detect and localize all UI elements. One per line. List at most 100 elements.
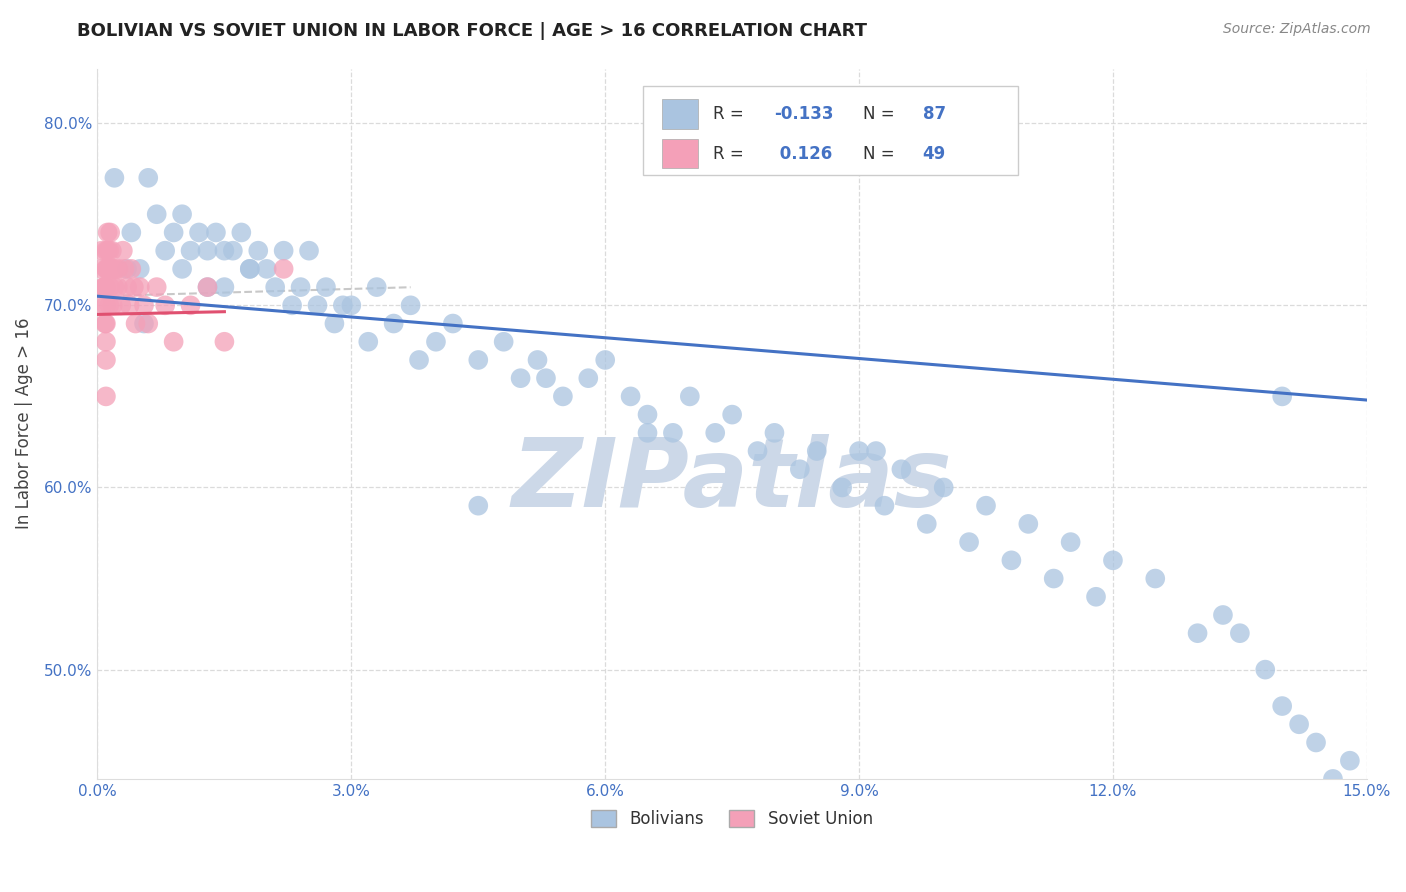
Point [107,280,129,294]
Point [90,261,112,276]
Point [118,298,141,312]
Point [637,425,659,440]
Point [98,244,121,258]
Y-axis label: In Labor Force | Age > 16: In Labor Force | Age > 16 [15,318,32,530]
Point [576,371,599,385]
Point [620,389,643,403]
Point [1144,572,1167,586]
Point [340,298,363,312]
Point [509,371,531,385]
Point [399,298,422,312]
Point [180,298,202,312]
Point [107,261,129,276]
FancyBboxPatch shape [644,87,1018,175]
Point [890,462,912,476]
Point [103,261,125,276]
Point [551,389,574,403]
Legend: Bolivians, Soviet Union: Bolivians, Soviet Union [585,803,880,835]
Point [120,261,142,276]
Point [239,261,262,276]
Point [94,280,117,294]
Point [1000,553,1022,567]
Point [93,280,115,294]
Point [96,261,118,276]
Point [153,298,176,312]
Point [526,353,548,368]
Point [323,317,346,331]
Text: R =: R = [713,105,749,123]
Point [593,353,616,368]
Text: 87: 87 [922,105,946,123]
Point [915,516,938,531]
Text: BOLIVIAN VS SOVIET UNION IN LABOR FORCE | AGE > 16 CORRELATION CHART: BOLIVIAN VS SOVIET UNION IN LABOR FORCE … [77,22,868,40]
Point [747,444,769,458]
Point [94,298,117,312]
Point [1017,516,1039,531]
Point [94,244,117,258]
Point [128,280,150,294]
Point [94,317,117,331]
Point [467,499,489,513]
Point [290,280,312,294]
FancyBboxPatch shape [662,99,697,129]
Point [94,389,117,403]
Point [172,261,194,276]
Text: 49: 49 [922,145,946,162]
Point [115,280,138,294]
Point [231,226,253,240]
Point [789,462,811,476]
Point [721,408,744,422]
Point [425,334,447,349]
Point [957,535,980,549]
Point [315,280,337,294]
Point [865,444,887,458]
Point [1271,699,1294,714]
Point [1305,735,1327,749]
Text: N =: N = [863,145,900,162]
Point [172,207,194,221]
Point [101,298,124,312]
Point [974,499,997,513]
Point [98,226,121,240]
Point [115,261,138,276]
Point [273,244,295,258]
Point [298,244,321,258]
Point [214,280,236,294]
Point [111,244,134,258]
Point [110,298,132,312]
Point [197,280,219,294]
Point [806,444,828,458]
Point [132,298,155,312]
Point [1085,590,1108,604]
Text: Source: ZipAtlas.com: Source: ZipAtlas.com [1223,22,1371,37]
Point [103,170,125,185]
Point [467,353,489,368]
Point [239,261,262,276]
Point [281,298,304,312]
Point [1187,626,1209,640]
Point [222,244,245,258]
Point [1229,626,1251,640]
Point [637,408,659,422]
Point [162,334,184,349]
Point [763,425,786,440]
Point [145,207,167,221]
Point [180,244,202,258]
Text: 0.126: 0.126 [775,145,832,162]
Point [264,280,287,294]
Point [162,226,184,240]
Point [256,261,278,276]
Point [136,317,159,331]
Point [94,353,117,368]
Point [492,334,515,349]
Point [91,298,114,312]
Point [1288,717,1310,731]
Point [662,425,685,440]
Point [1254,663,1277,677]
Text: -0.133: -0.133 [775,105,834,123]
Point [94,334,117,349]
Point [98,298,121,312]
Point [94,317,117,331]
Point [101,244,124,258]
Point [1102,553,1125,567]
